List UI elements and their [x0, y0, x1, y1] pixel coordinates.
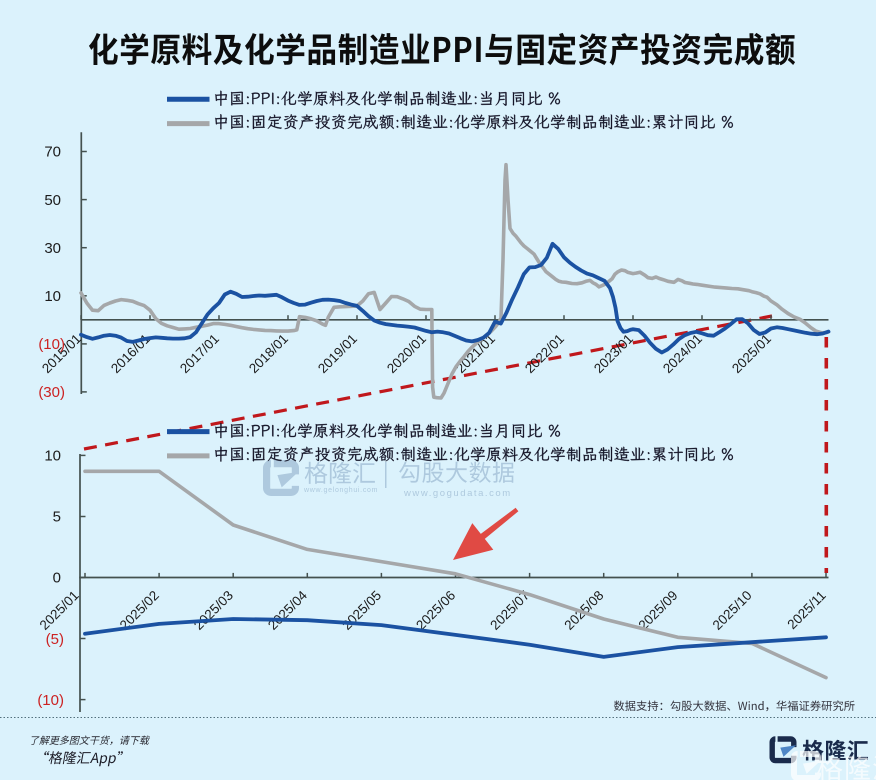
svg-text:www.gelonghui.com: www.gelonghui.com	[303, 487, 378, 494]
svg-text:70: 70	[44, 144, 61, 161]
svg-text:10: 10	[44, 448, 61, 465]
svg-text:(5): (5)	[46, 631, 64, 648]
svg-text:(30): (30)	[38, 384, 65, 401]
svg-text:10: 10	[44, 288, 61, 305]
svg-text:(10): (10)	[38, 336, 65, 353]
svg-text:50: 50	[44, 192, 61, 209]
svg-text:0: 0	[53, 570, 61, 587]
svg-text:www.gogudata.com: www.gogudata.com	[403, 488, 512, 499]
svg-text:5: 5	[53, 509, 61, 526]
svg-text:(10): (10)	[37, 692, 64, 709]
svg-text:30: 30	[44, 240, 61, 257]
